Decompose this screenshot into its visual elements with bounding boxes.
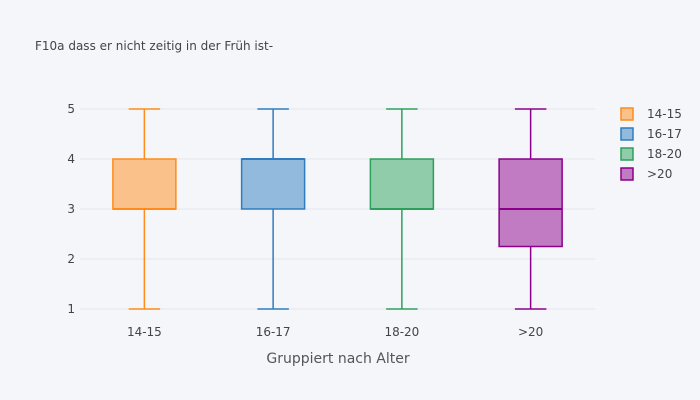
box-20-group[interactable] xyxy=(498,108,563,310)
legend-swatch xyxy=(620,167,634,181)
y-tick-label: 1 xyxy=(67,302,75,316)
y-tick-label: 4 xyxy=(67,152,75,166)
legend-swatch xyxy=(620,127,634,141)
box-1617-group[interactable] xyxy=(240,108,306,310)
x-tick-label: 16-17 xyxy=(256,325,291,339)
legend-label: 14-15 xyxy=(647,107,682,121)
box-1415-group[interactable] xyxy=(112,108,177,310)
y-tick-label: 5 xyxy=(67,102,75,116)
x-axis-title: Gruppiert nach Alter xyxy=(266,351,409,367)
y-tick-layer: 1 2 3 4 5 xyxy=(67,102,75,316)
legend-item[interactable]: 18-20 xyxy=(620,147,682,161)
iqr-box xyxy=(240,158,306,210)
iqr-box xyxy=(369,158,435,210)
box-layer xyxy=(112,108,563,310)
chart-title: F10a dass er nicht zeitig in der Früh is… xyxy=(35,39,273,53)
x-tick-layer: 14-15 16-17 18-20 >20 xyxy=(127,325,543,339)
x-tick-label: 18-20 xyxy=(384,325,419,339)
iqr-box xyxy=(498,158,563,248)
legend-swatch xyxy=(620,107,634,121)
legend-item[interactable]: 16-17 xyxy=(620,127,682,141)
box-1820-group[interactable] xyxy=(369,108,435,310)
iqr-box xyxy=(112,158,177,210)
x-tick-label: 14-15 xyxy=(127,325,162,339)
legend-label: 18-20 xyxy=(647,147,682,161)
legend-item[interactable]: >20 xyxy=(620,167,672,181)
legend-swatch xyxy=(620,147,634,161)
y-tick-label: 3 xyxy=(67,202,75,216)
x-tick-label: >20 xyxy=(518,325,543,339)
legend-label: >20 xyxy=(647,167,672,181)
legend-label: 16-17 xyxy=(647,127,682,141)
legend-item[interactable]: 14-15 xyxy=(620,107,682,121)
y-tick-label: 2 xyxy=(67,252,75,266)
legend: 14-15 16-17 18-20 >20 xyxy=(620,107,682,181)
